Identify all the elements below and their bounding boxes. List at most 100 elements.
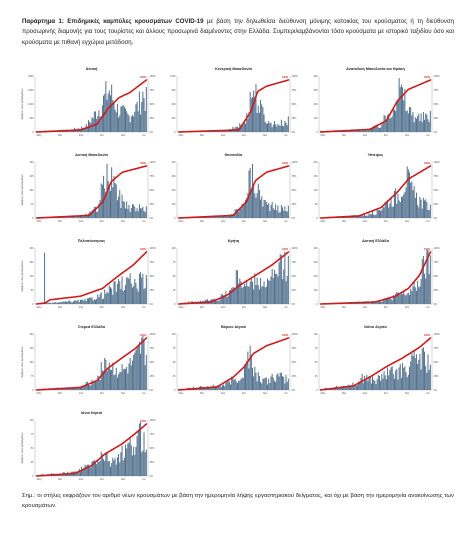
bar — [355, 385, 357, 390]
cumulative-line — [319, 79, 432, 133]
x-tick-label: Μάρ — [37, 134, 42, 137]
bar — [138, 91, 140, 132]
x-tick-label: Μάι — [200, 134, 204, 137]
bar — [384, 202, 386, 218]
bar — [387, 199, 389, 218]
bar — [101, 299, 103, 304]
bar — [365, 303, 367, 305]
bar — [376, 125, 378, 132]
bar — [113, 460, 115, 476]
bar — [255, 197, 257, 218]
bar — [88, 298, 90, 304]
bar — [108, 362, 110, 390]
bar — [93, 459, 95, 476]
bar — [272, 278, 274, 304]
chart-panel: Δυτική Ελλάδα 0 100 200 300 400 0% 25% 50% 75% 100… — [314, 239, 441, 309]
bar — [398, 367, 400, 390]
bar — [277, 123, 279, 132]
bar — [424, 119, 426, 133]
y2-tick-label: 25% — [150, 203, 156, 206]
y-axis-label: Αριθμός νέων κρουσμάτων — [20, 346, 24, 378]
bar — [406, 377, 408, 390]
bar — [69, 387, 71, 390]
x-tick-label: Ιούλ — [363, 220, 368, 223]
bar — [131, 204, 133, 218]
bar — [234, 378, 236, 390]
bar — [86, 464, 88, 476]
bar — [287, 378, 289, 390]
bar — [129, 357, 131, 390]
chart-title: Ιόνια Νησιά — [81, 411, 103, 415]
bar — [360, 302, 362, 304]
bar — [96, 298, 98, 304]
bar — [86, 381, 88, 390]
bar — [96, 464, 98, 476]
bar — [253, 376, 255, 390]
bar — [100, 116, 102, 132]
bar — [280, 119, 282, 132]
bar — [233, 379, 235, 390]
x-tick-label: Ιαν — [426, 220, 430, 223]
bar — [96, 118, 98, 132]
x-tick-label: Σεπ — [242, 220, 247, 223]
bar — [376, 208, 378, 218]
y2-tick-label: 0% — [292, 217, 296, 220]
bar — [217, 216, 219, 218]
bar — [100, 183, 102, 218]
bar — [53, 302, 55, 304]
bar — [413, 122, 415, 132]
bar — [410, 361, 412, 390]
bar — [216, 387, 218, 390]
bar — [127, 443, 129, 476]
bar — [227, 379, 229, 390]
bar — [260, 381, 262, 390]
bar — [255, 84, 257, 132]
y-tick-label: 25 — [315, 375, 318, 378]
bar — [399, 202, 401, 218]
x-tick-label: Ιούλ — [363, 392, 368, 395]
bar — [129, 273, 131, 304]
bar — [206, 217, 208, 218]
bar — [210, 386, 212, 390]
bar — [115, 291, 117, 304]
bar — [220, 131, 222, 132]
bar — [407, 113, 409, 132]
bar — [79, 216, 81, 218]
bar — [246, 280, 248, 304]
y-tick-label: 0 — [32, 131, 34, 134]
bar — [130, 208, 132, 218]
bar — [359, 302, 361, 304]
bar — [262, 286, 264, 304]
bar — [74, 216, 76, 218]
bar — [269, 280, 271, 304]
bar — [221, 385, 223, 390]
bar — [142, 450, 144, 476]
bar — [268, 280, 270, 304]
line-end-label: 100% — [140, 421, 146, 423]
bar — [375, 384, 377, 390]
bar — [275, 273, 277, 304]
bar — [372, 211, 374, 218]
bar — [372, 376, 374, 390]
bar — [374, 302, 376, 305]
y2-tick-label: 75% — [292, 175, 298, 178]
x-tick-label: Μάρ — [321, 220, 326, 223]
bar — [366, 374, 368, 390]
chart-title: Δυτική Μακεδονία — [75, 153, 108, 157]
bar — [115, 112, 117, 132]
bar — [400, 196, 402, 218]
bar — [270, 205, 272, 218]
bar — [144, 452, 146, 476]
bar — [265, 286, 267, 304]
bar — [252, 164, 253, 218]
chart-title: Βόρειο Αιγαίο — [221, 325, 247, 329]
bar — [353, 385, 355, 390]
bar — [373, 125, 375, 132]
y-tick-label: 75 — [31, 203, 34, 206]
bar — [269, 123, 271, 132]
x-tick-label: Νοέ — [263, 392, 268, 395]
bar — [246, 360, 248, 390]
y2-tick-label: 0% — [434, 217, 438, 220]
bar — [83, 215, 85, 218]
bar — [402, 196, 404, 218]
